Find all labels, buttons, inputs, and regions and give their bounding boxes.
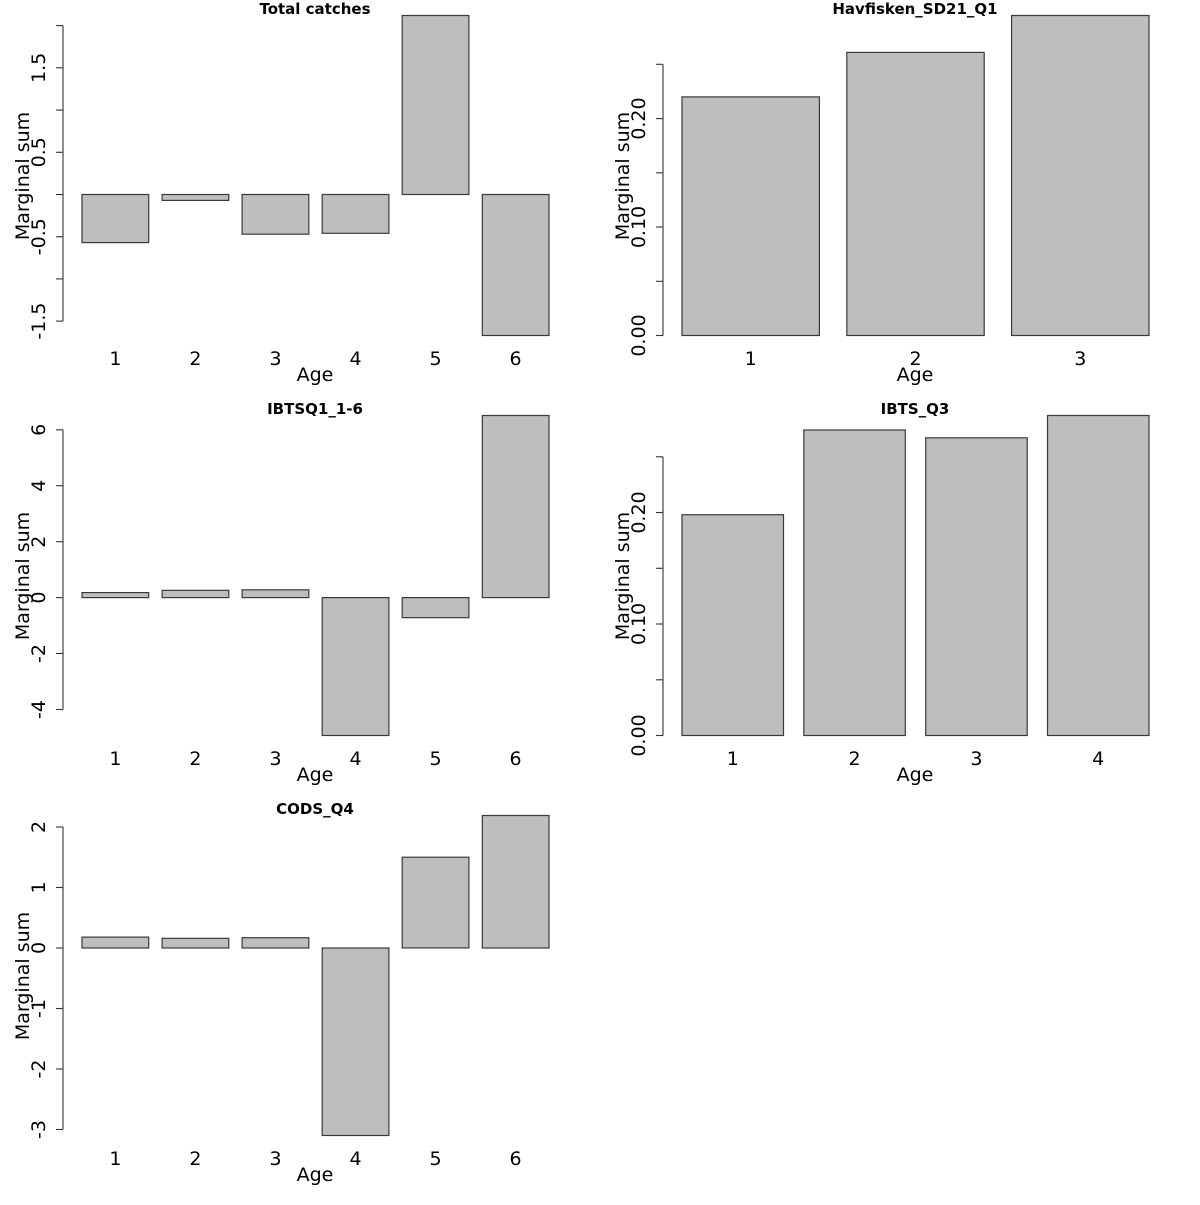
- x-tick-label: 1: [109, 1148, 121, 1170]
- y-axis-label: Marginal sum: [612, 112, 634, 240]
- bar-age-4: [1046, 414, 1150, 737]
- x-tick-label: 3: [269, 1148, 281, 1170]
- x-tick-label: 2: [189, 348, 201, 370]
- bar-age-3: [925, 437, 1028, 737]
- x-tick-label: 6: [510, 1148, 522, 1170]
- x-tick-label: 5: [430, 348, 442, 370]
- y-tick-label: 0: [28, 942, 50, 954]
- bar-age-6: [481, 193, 550, 337]
- x-tick-label: 6: [510, 348, 522, 370]
- panel-title: IBTSQ1_1-6: [267, 400, 363, 418]
- bar-age-3: [241, 589, 310, 599]
- bar-age-2: [161, 193, 230, 202]
- bar-age-1: [681, 514, 785, 737]
- y-tick-label: 2: [28, 536, 50, 548]
- x-tick-label: 1: [109, 348, 121, 370]
- bar-age-4: [321, 596, 390, 737]
- y-tick-label: 2: [28, 821, 50, 833]
- y-tick-label: 1.5: [28, 53, 50, 83]
- y-tick-label: 4: [28, 480, 50, 492]
- bar-age-5: [401, 596, 470, 619]
- panel-ibtsq1-1-6: IBTSQ1_1-6 Age Marginal sum 1 2 3 4 5 6 6 4 2 0 -2…: [12, 400, 550, 786]
- panel-cods-q4: CODS_Q4 Age Marginal sum 1 2 3 4 5 6 2 1 0 -1 -2 -3: [12, 800, 550, 1186]
- x-tick-label: 4: [1092, 748, 1104, 770]
- bar-age-5: [401, 856, 470, 949]
- panel-title: IBTS_Q3: [881, 400, 950, 418]
- bar-age-2: [803, 429, 906, 737]
- x-tick-label: 2: [849, 748, 861, 770]
- x-tick-label: 6: [510, 748, 522, 770]
- x-tick-label: 3: [970, 748, 982, 770]
- y-tick-label: 0.20: [628, 491, 650, 533]
- panel-title: Total catches: [259, 0, 370, 18]
- y-tick-label: 1: [28, 881, 50, 893]
- x-tick-label: 2: [909, 348, 921, 370]
- bar-age-3: [1010, 14, 1150, 337]
- x-axis-label: Age: [897, 364, 934, 386]
- x-tick-label: 2: [189, 1148, 201, 1170]
- panel-title: Havfisken_SD21_Q1: [832, 0, 997, 18]
- bar-age-1: [681, 96, 820, 337]
- bar-age-6: [481, 814, 550, 949]
- x-axis-label: Age: [297, 764, 334, 786]
- y-axis-label: Marginal sum: [12, 912, 34, 1040]
- x-axis-label: Age: [297, 1164, 334, 1186]
- x-tick-label: 3: [269, 348, 281, 370]
- x-axis-label: Age: [297, 364, 334, 386]
- y-tick-label: 0.00: [628, 314, 650, 356]
- panel-total-catches: Total catches Age Marginal sum 1 2 3 4 5 6 1.5…: [12, 0, 550, 386]
- x-tick-label: 4: [349, 748, 361, 770]
- y-tick-label: 0: [28, 592, 50, 604]
- y-tick-label: 0.10: [628, 206, 650, 248]
- x-tick-label: 1: [109, 748, 121, 770]
- bar-age-3: [241, 937, 310, 949]
- bar-age-2: [161, 937, 230, 949]
- bar-age-3: [241, 193, 310, 235]
- y-tick-label: 0.20: [628, 97, 650, 139]
- y-axis-label: Marginal sum: [12, 512, 34, 640]
- y-tick-label: -2: [28, 644, 50, 663]
- y-tick-label: -4: [28, 700, 50, 719]
- x-axis-label: Age: [897, 764, 934, 786]
- y-tick-label: 0.10: [628, 603, 650, 645]
- x-tick-label: 5: [430, 1148, 442, 1170]
- y-axis-label: Marginal sum: [612, 512, 634, 640]
- x-tick-label: 5: [430, 748, 442, 770]
- x-tick-label: 3: [1074, 348, 1086, 370]
- x-tick-label: 2: [189, 748, 201, 770]
- panel-title: CODS_Q4: [276, 800, 354, 818]
- bar-age-2: [161, 589, 230, 599]
- x-tick-label: 4: [349, 1148, 361, 1170]
- y-tick-label: -2: [28, 1060, 50, 1079]
- x-tick-label: 3: [269, 748, 281, 770]
- y-tick-label: -0.5: [28, 218, 50, 255]
- x-tick-label: 1: [727, 748, 739, 770]
- y-tick-label: 6: [28, 424, 50, 436]
- panel-havfisken-sd21-q1: Havfisken_SD21_Q1 Age Marginal sum 1 2 3 0.…: [612, 0, 1150, 386]
- x-tick-label: 4: [349, 348, 361, 370]
- bar-age-4: [321, 947, 390, 1137]
- y-tick-label: -3: [28, 1120, 50, 1139]
- bar-age-4: [321, 193, 390, 234]
- bar-age-5: [401, 14, 470, 196]
- panel-ibts-q3: IBTS_Q3 Age Marginal sum 1 2 3 4 0.00 0.10 0.2…: [612, 400, 1150, 786]
- x-tick-label: 1: [745, 348, 757, 370]
- bar-age-1: [81, 936, 150, 949]
- y-tick-label: -1: [28, 999, 50, 1018]
- bar-age-6: [481, 414, 550, 599]
- y-tick-label: 0.5: [28, 137, 50, 167]
- y-tick-label: 0.00: [628, 714, 650, 756]
- bar-age-1: [81, 591, 150, 599]
- bar-age-2: [846, 51, 985, 337]
- y-tick-label: -1.5: [28, 303, 50, 340]
- y-axis-label: Marginal sum: [12, 112, 34, 240]
- bar-age-1: [81, 193, 150, 244]
